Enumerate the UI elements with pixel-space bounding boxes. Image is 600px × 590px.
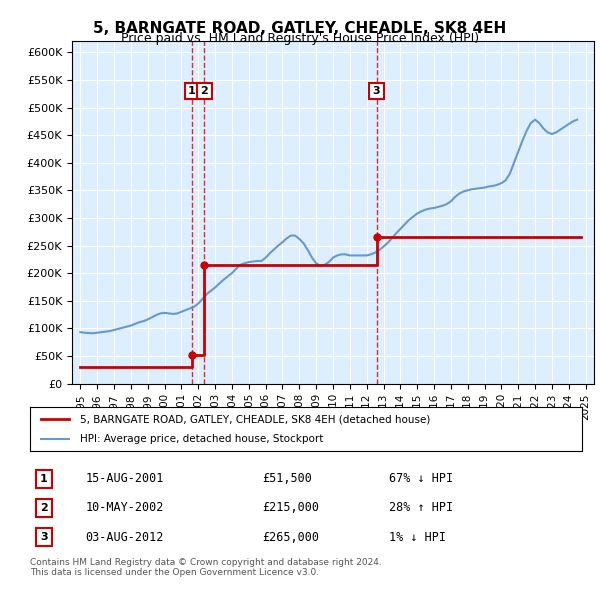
Text: 5, BARNGATE ROAD, GATLEY, CHEADLE, SK8 4EH: 5, BARNGATE ROAD, GATLEY, CHEADLE, SK8 4… — [94, 21, 506, 35]
Text: 1: 1 — [40, 474, 47, 484]
Text: 2: 2 — [200, 86, 208, 96]
Text: 3: 3 — [40, 532, 47, 542]
Text: 15-AUG-2001: 15-AUG-2001 — [85, 472, 164, 485]
Text: Price paid vs. HM Land Registry's House Price Index (HPI): Price paid vs. HM Land Registry's House … — [121, 32, 479, 45]
Text: 67% ↓ HPI: 67% ↓ HPI — [389, 472, 453, 485]
Text: £215,000: £215,000 — [262, 502, 319, 514]
Text: £51,500: £51,500 — [262, 472, 312, 485]
Text: 5, BARNGATE ROAD, GATLEY, CHEADLE, SK8 4EH (detached house): 5, BARNGATE ROAD, GATLEY, CHEADLE, SK8 4… — [80, 415, 430, 424]
Text: 28% ↑ HPI: 28% ↑ HPI — [389, 502, 453, 514]
Text: 1% ↓ HPI: 1% ↓ HPI — [389, 530, 446, 543]
Text: £265,000: £265,000 — [262, 530, 319, 543]
Text: 10-MAY-2002: 10-MAY-2002 — [85, 502, 164, 514]
Text: HPI: Average price, detached house, Stockport: HPI: Average price, detached house, Stoc… — [80, 434, 323, 444]
Text: 03-AUG-2012: 03-AUG-2012 — [85, 530, 164, 543]
Text: 1: 1 — [188, 86, 196, 96]
Text: 3: 3 — [373, 86, 380, 96]
Text: Contains HM Land Registry data © Crown copyright and database right 2024.
This d: Contains HM Land Registry data © Crown c… — [30, 558, 382, 577]
Text: 2: 2 — [40, 503, 47, 513]
